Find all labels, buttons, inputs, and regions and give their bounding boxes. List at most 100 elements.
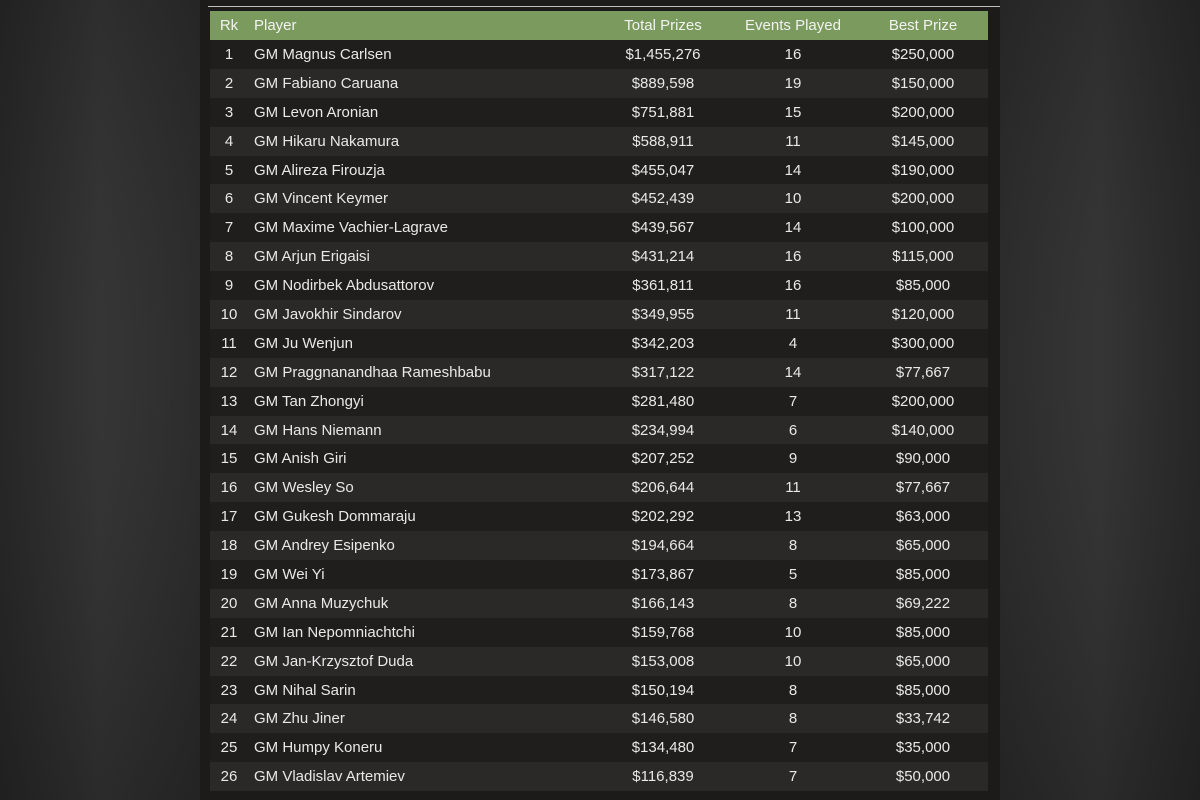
cell-best-prize: $65,000 <box>895 537 951 555</box>
cell-events-played: 4 <box>788 334 798 352</box>
prize-rankings-table: Rk Player Total Prizes Events Played Bes… <box>210 11 988 792</box>
cell-best-prize: $300,000 <box>891 334 955 352</box>
cell-rank: 4 <box>224 132 234 150</box>
table-row[interactable]: 2 GM Fabiano Caruana $889,598 19 $150,000 <box>210 68 988 98</box>
cell-total-prizes: $134,480 <box>631 739 695 757</box>
header-total-prizes[interactable]: Total Prizes <box>598 11 728 40</box>
table-row[interactable]: 25 GM Humpy Koneru $134,480 7 $35,000 <box>210 733 988 763</box>
table-row[interactable]: 10 GM Javokhir Sindarov $349,955 11 $120,000 <box>210 300 988 329</box>
cell-rank: 2 <box>224 74 234 92</box>
cell-player: GM Ju Wenjun <box>254 334 353 352</box>
cell-total-prizes: $146,580 <box>631 710 695 728</box>
table-row[interactable]: 12 GM Praggnanandhaa Rameshbabu $317,122 14… <box>210 357 988 387</box>
table-row[interactable]: 14 GM Hans Niemann $234,994 6 $140,000 <box>210 415 988 445</box>
cell-best-prize: $85,000 <box>895 565 951 583</box>
table-row[interactable]: 4 GM Hikaru Nakamura $588,911 11 $145,000 <box>210 126 988 156</box>
cell-best-prize: $90,000 <box>895 450 951 468</box>
table-row[interactable]: 3 GM Levon Aronian $751,881 15 $200,000 <box>210 97 988 127</box>
cell-rank: 14 <box>220 421 238 439</box>
cell-total-prizes: $206,644 <box>631 479 695 497</box>
cell-total-prizes: $751,881 <box>631 103 695 121</box>
table-row[interactable]: 8 GM Arjun Erigaisi $431,214 16 $115,000 <box>210 242 988 272</box>
cell-rank: 5 <box>224 161 234 179</box>
cell-rank: 12 <box>220 363 238 381</box>
cell-rank: 15 <box>220 450 238 468</box>
table-row[interactable]: 16 GM Wesley So $206,644 11 $77,667 <box>210 473 988 503</box>
blurred-background-left <box>0 0 200 800</box>
cell-events-played: 10 <box>784 190 802 208</box>
cell-rank: 8 <box>224 248 234 266</box>
cell-rank: 18 <box>220 537 238 555</box>
cell-best-prize: $35,000 <box>895 739 951 757</box>
cell-total-prizes: $159,768 <box>631 623 695 641</box>
cell-player: GM Jan-Krzysztof Duda <box>254 652 414 670</box>
cell-player: GM Levon Aronian <box>254 103 379 121</box>
header-events-played[interactable]: Events Played <box>728 11 858 40</box>
header-rank[interactable]: Rk <box>210 11 248 40</box>
table-row[interactable]: 13 GM Tan Zhongyi $281,480 7 $200,000 <box>210 386 988 416</box>
cell-best-prize: $77,667 <box>895 363 951 381</box>
top-divider <box>208 6 1000 7</box>
cell-best-prize: $140,000 <box>891 421 955 439</box>
cell-best-prize: $120,000 <box>891 305 955 323</box>
cell-rank: 6 <box>224 190 234 208</box>
cell-total-prizes: $361,811 <box>632 277 694 295</box>
cell-player: GM Alireza Firouzja <box>254 161 385 179</box>
cell-player: GM Maxime Vachier-Lagrave <box>254 219 448 237</box>
table-row[interactable]: 19 GM Wei Yi $173,867 5 $85,000 <box>210 560 988 589</box>
table-row[interactable]: 18 GM Andrey Esipenko $194,664 8 $65,000 <box>210 531 988 561</box>
cell-best-prize: $200,000 <box>891 392 955 410</box>
cell-total-prizes: $588,911 <box>632 132 694 150</box>
cell-events-played: 16 <box>784 45 802 63</box>
cell-player: GM Hans Niemann <box>254 421 382 439</box>
cell-total-prizes: $166,143 <box>631 594 695 612</box>
table-row[interactable]: 22 GM Jan-Krzysztof Duda $153,008 10 $65,000 <box>210 646 988 676</box>
cell-player: GM Wesley So <box>254 479 354 497</box>
cell-total-prizes: $431,214 <box>631 248 695 266</box>
cell-player: GM Nihal Sarin <box>254 681 356 699</box>
cell-events-played: 13 <box>784 508 802 526</box>
cell-best-prize: $250,000 <box>891 45 955 63</box>
cell-best-prize: $150,000 <box>891 74 955 92</box>
table-row[interactable]: 23 GM Nihal Sarin $150,194 8 $85,000 <box>210 675 988 705</box>
table-row[interactable]: 1 GM Magnus Carlsen $1,455,276 16 $250,000 <box>210 40 988 69</box>
cell-events-played: 14 <box>784 161 802 179</box>
table-row[interactable]: 17 GM Gukesh Dommaraju $202,292 13 $63,000 <box>210 502 988 532</box>
cell-player: GM Vladislav Artemiev <box>254 768 405 786</box>
cell-events-played: 14 <box>784 363 802 381</box>
cell-player: GM Fabiano Caruana <box>254 74 399 92</box>
blurred-background-right <box>1000 0 1200 800</box>
cell-events-played: 11 <box>785 479 801 497</box>
cell-player: GM Vincent Keymer <box>254 190 388 208</box>
table-row[interactable]: 6 GM Vincent Keymer $452,439 10 $200,000 <box>210 184 988 214</box>
cell-player: GM Humpy Koneru <box>254 739 383 757</box>
cell-best-prize: $50,000 <box>895 768 951 786</box>
cell-total-prizes: $1,455,276 <box>625 45 701 63</box>
cell-best-prize: $33,742 <box>895 710 951 728</box>
table-row[interactable]: 15 GM Anish Giri $207,252 9 $90,000 <box>210 444 988 474</box>
cell-rank: 22 <box>220 652 238 670</box>
cell-player: GM Andrey Esipenko <box>254 537 395 555</box>
cell-rank: 21 <box>220 623 238 641</box>
table-row[interactable]: 21 GM Ian Nepomniachtchi $159,768 10 $85,000 <box>210 617 988 647</box>
table-row[interactable]: 24 GM Zhu Jiner $146,580 8 $33,742 <box>210 704 988 734</box>
header-row: Rk Player Total Prizes Events Played Bes… <box>210 11 988 40</box>
table-row[interactable]: 5 GM Alireza Firouzja $455,047 14 $190,000 <box>210 155 988 185</box>
cell-total-prizes: $153,008 <box>631 652 695 670</box>
cell-player: GM Tan Zhongyi <box>254 392 364 410</box>
cell-total-prizes: $317,122 <box>631 363 695 381</box>
table-row[interactable]: 7 GM Maxime Vachier-Lagrave $439,567 14 $100… <box>210 213 988 243</box>
table-row[interactable]: 26 GM Vladislav Artemiev $116,839 7 $50,000 <box>210 762 988 792</box>
cell-best-prize: $85,000 <box>895 277 951 295</box>
header-best-prize[interactable]: Best Prize <box>858 11 988 40</box>
table-row[interactable]: 9 GM Nodirbek Abdusattorov $361,811 16 $85,0… <box>210 271 988 301</box>
cell-best-prize: $69,222 <box>895 594 951 612</box>
cell-events-played: 9 <box>788 450 798 468</box>
cell-player: GM Gukesh Dommaraju <box>254 508 416 526</box>
cell-player: GM Wei Yi <box>254 565 325 583</box>
header-player[interactable]: Player <box>248 11 598 40</box>
cell-events-played: 16 <box>784 277 802 295</box>
cell-total-prizes: $150,194 <box>631 681 695 699</box>
table-row[interactable]: 20 GM Anna Muzychuk $166,143 8 $69,222 <box>210 588 988 618</box>
table-row[interactable]: 11 GM Ju Wenjun $342,203 4 $300,000 <box>210 328 988 358</box>
